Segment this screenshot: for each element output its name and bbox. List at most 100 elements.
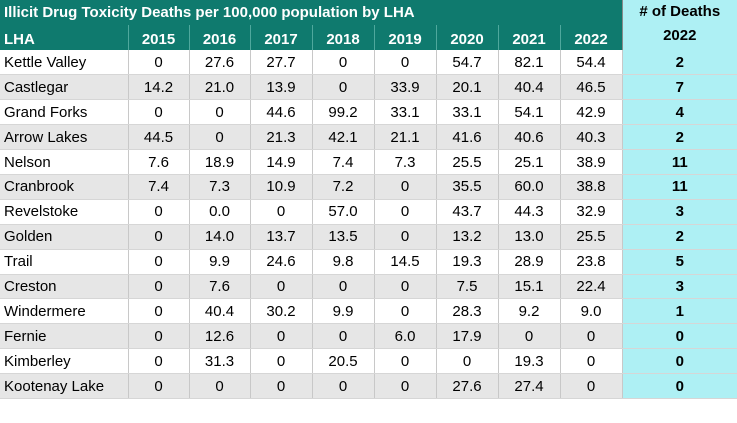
rate-cell: 14.5 <box>374 249 437 275</box>
lha-name-cell: Creston <box>0 274 129 300</box>
deaths-count-cell: 11 <box>621 174 737 200</box>
rate-cell: 0.0 <box>189 199 251 225</box>
rate-cell: 31.3 <box>189 348 251 375</box>
rate-cell: 0 <box>128 199 190 225</box>
rate-cell: 24.6 <box>250 249 313 275</box>
rate-cell: 41.6 <box>436 124 499 151</box>
rate-cell: 40.4 <box>189 298 251 325</box>
rate-cell: 0 <box>250 274 313 300</box>
rate-cell: 13.0 <box>498 224 561 250</box>
rate-cell: 60.0 <box>498 174 561 200</box>
rate-cell: 0 <box>312 274 375 300</box>
rate-cell: 9.2 <box>498 298 561 325</box>
rate-cell: 99.2 <box>312 99 375 126</box>
deaths-count-cell: 5 <box>621 249 737 275</box>
rate-cell: 0 <box>250 199 313 225</box>
rate-cell: 0 <box>498 323 561 350</box>
rate-cell: 43.7 <box>436 199 499 225</box>
rate-cell: 7.2 <box>312 174 375 200</box>
rate-cell: 0 <box>250 323 313 350</box>
rate-cell: 30.2 <box>250 298 313 325</box>
rate-cell: 13.5 <box>312 224 375 250</box>
rate-cell: 18.9 <box>189 149 251 175</box>
rate-cell: 9.9 <box>189 249 251 275</box>
rate-cell: 0 <box>560 373 623 399</box>
deaths-count-cell: 0 <box>621 348 737 375</box>
deaths-count-cell: 7 <box>621 74 737 101</box>
rate-cell: 54.7 <box>436 50 499 76</box>
rate-cell: 21.3 <box>250 124 313 151</box>
rate-cell: 42.9 <box>560 99 623 126</box>
table-row: Windermere 0 40.4 30.2 9.9 0 28.3 9.2 9.0 1 <box>0 298 737 325</box>
deaths-count-cell: 2 <box>621 50 737 76</box>
deaths-count-cell: 3 <box>621 274 737 300</box>
rate-cell: 9.8 <box>312 249 375 275</box>
year-header-2015: 2015 <box>128 25 190 50</box>
rate-cell: 28.3 <box>436 298 499 325</box>
year-header-2019: 2019 <box>374 25 437 50</box>
rate-cell: 0 <box>312 74 375 101</box>
rate-cell: 15.1 <box>498 274 561 300</box>
lha-name-cell: Windermere <box>0 298 129 325</box>
deaths-count-cell: 0 <box>621 373 737 399</box>
year-header-2021: 2021 <box>498 25 561 50</box>
deaths-header-line2: 2022 <box>663 27 697 44</box>
rate-cell: 12.6 <box>189 323 251 350</box>
rate-cell: 27.6 <box>436 373 499 399</box>
rate-cell: 40.4 <box>498 74 561 101</box>
rate-cell: 0 <box>189 373 251 399</box>
rate-cell: 0 <box>436 348 499 375</box>
deaths-column-header: # of Deaths 2022 <box>621 0 737 50</box>
rate-cell: 46.5 <box>560 74 623 101</box>
rate-cell: 57.0 <box>312 199 375 225</box>
rate-cell: 35.5 <box>436 174 499 200</box>
deaths-count-cell: 0 <box>621 323 737 350</box>
lha-name-cell: Grand Forks <box>0 99 129 126</box>
year-header-2018: 2018 <box>312 25 375 50</box>
rate-cell: 7.6 <box>128 149 190 175</box>
table-row: Nelson 7.6 18.9 14.9 7.4 7.3 25.5 25.1 38.9 11 <box>0 149 737 175</box>
rate-cell: 13.9 <box>250 74 313 101</box>
rate-cell: 6.0 <box>374 323 437 350</box>
rate-cell: 33.9 <box>374 74 437 101</box>
lha-name-cell: Fernie <box>0 323 129 350</box>
rate-cell: 19.3 <box>436 249 499 275</box>
year-header-2020: 2020 <box>436 25 499 50</box>
deaths-header-line1: # of Deaths <box>639 3 721 20</box>
deaths-count-cell: 11 <box>621 149 737 175</box>
rate-cell: 7.4 <box>312 149 375 175</box>
rate-cell: 7.4 <box>128 174 190 200</box>
rate-cell: 7.3 <box>374 149 437 175</box>
rate-cell: 0 <box>374 174 437 200</box>
lha-name-cell: Kettle Valley <box>0 50 129 76</box>
rate-cell: 82.1 <box>498 50 561 76</box>
table-row: Grand Forks 0 0 44.6 99.2 33.1 33.1 54.1 42.9 4 <box>0 99 737 126</box>
table-title: Illicit Drug Toxicity Deaths per 100,000… <box>0 0 623 25</box>
rate-cell: 38.9 <box>560 149 623 175</box>
rate-cell: 28.9 <box>498 249 561 275</box>
rate-cell: 9.9 <box>312 298 375 325</box>
rate-cell: 0 <box>128 298 190 325</box>
rate-cell: 25.5 <box>436 149 499 175</box>
rate-cell: 17.9 <box>436 323 499 350</box>
table-row: Arrow Lakes 44.5 0 21.3 42.1 21.1 41.6 40.6 40.3… <box>0 124 737 151</box>
deaths-count-cell: 2 <box>621 124 737 151</box>
rate-cell: 0 <box>312 50 375 76</box>
rate-cell: 0 <box>374 199 437 225</box>
rate-cell: 0 <box>128 348 190 375</box>
table-row: Fernie 0 12.6 0 0 6.0 17.9 0 0 0 <box>0 323 737 350</box>
deaths-count-cell: 1 <box>621 298 737 325</box>
year-header-2016: 2016 <box>189 25 251 50</box>
rate-cell: 0 <box>128 99 190 126</box>
rate-cell: 0 <box>374 298 437 325</box>
lha-name-cell: Kootenay Lake <box>0 373 129 399</box>
table-row: Kootenay Lake 0 0 0 0 0 27.6 27.4 0 0 <box>0 373 737 399</box>
rate-cell: 32.9 <box>560 199 623 225</box>
rate-cell: 13.2 <box>436 224 499 250</box>
rate-cell: 14.0 <box>189 224 251 250</box>
rate-cell: 44.3 <box>498 199 561 225</box>
deaths-count-cell: 2 <box>621 224 737 250</box>
rate-cell: 0 <box>189 99 251 126</box>
rate-cell: 0 <box>128 50 190 76</box>
